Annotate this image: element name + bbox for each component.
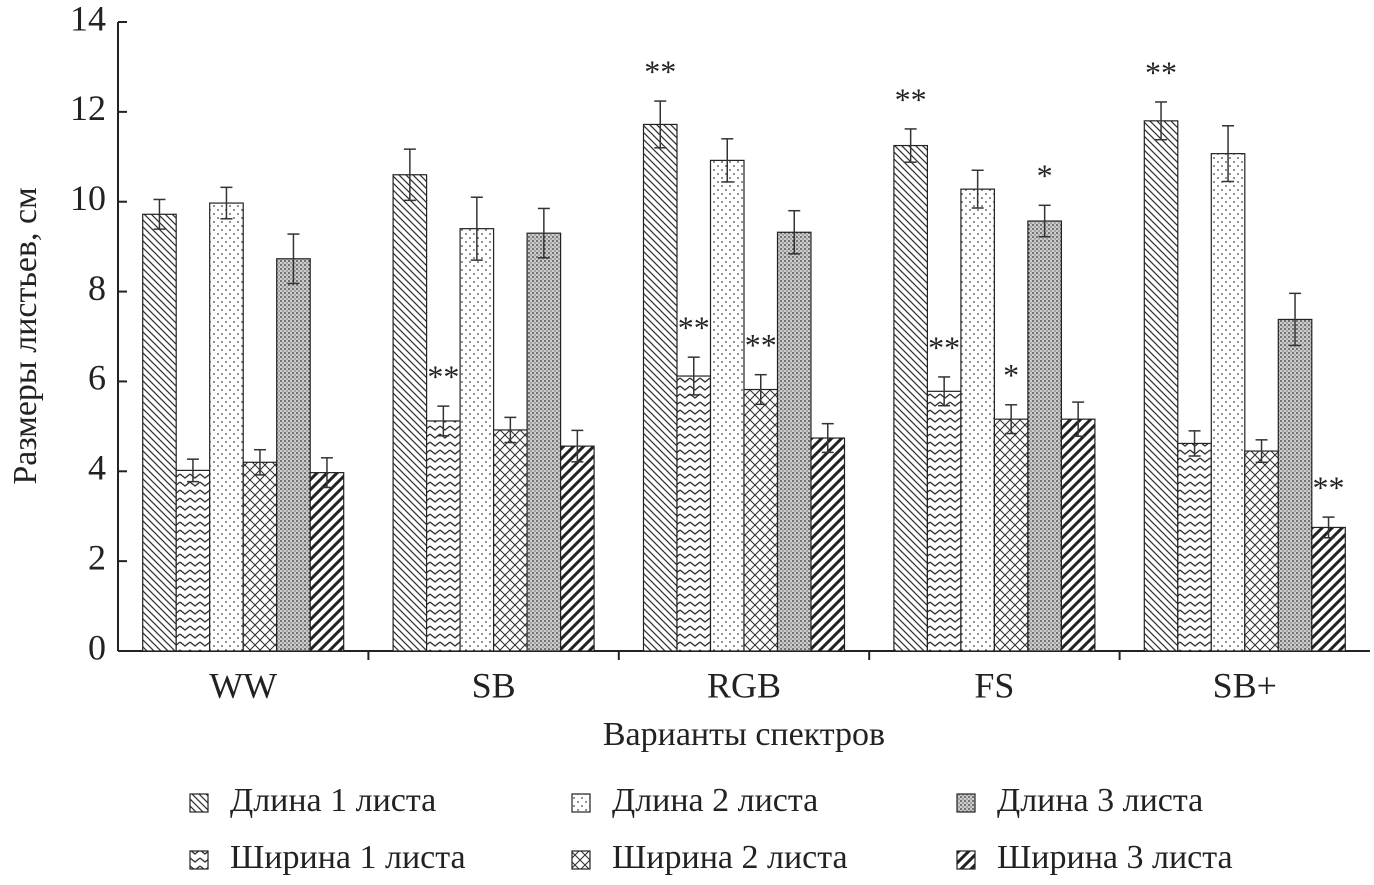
- bar: [709, 159, 745, 652]
- bar: [1143, 120, 1179, 652]
- bar: [1060, 418, 1096, 652]
- bar: [1177, 442, 1212, 652]
- bar: [392, 174, 428, 652]
- bar: [743, 388, 779, 652]
- bar: [1311, 526, 1346, 652]
- bar: [642, 123, 678, 652]
- bar: [776, 231, 812, 652]
- y-tick-label: 12: [70, 88, 106, 128]
- bar: [1277, 318, 1313, 652]
- annotation: **: [895, 81, 927, 117]
- x-tick-label: WW: [209, 665, 277, 705]
- bar: [676, 375, 712, 652]
- x-tick-label: SB: [472, 665, 516, 705]
- bar: [276, 258, 311, 652]
- annotation: **: [1313, 469, 1345, 505]
- legend-swatch: [571, 850, 591, 870]
- legend-label: Длина 3 листа: [997, 782, 1203, 819]
- bar: [810, 437, 846, 652]
- x-axis-label: Варианты спектров: [603, 716, 885, 753]
- bar: [175, 469, 211, 652]
- annotation: **: [427, 358, 459, 394]
- bar: [309, 472, 345, 652]
- legend-label: Ширина 1 листа: [230, 839, 466, 876]
- bar: [493, 429, 528, 652]
- legend-swatch: [189, 850, 209, 870]
- bar: [1027, 220, 1063, 652]
- bar: [926, 390, 962, 652]
- legend-swatch: [956, 793, 976, 813]
- x-tick-label: RGB: [707, 665, 781, 705]
- bar: [142, 213, 177, 652]
- legend-swatch: [956, 850, 976, 870]
- legend-label: Ширина 2 листа: [612, 839, 848, 876]
- annotation: *: [1037, 158, 1053, 194]
- x-tick-label: SB+: [1213, 665, 1277, 705]
- bar: [426, 420, 461, 652]
- y-axis-label: Размеры листьев, см: [7, 187, 44, 484]
- legend-label: Длина 2 листа: [612, 782, 818, 819]
- annotation: **: [1145, 54, 1177, 90]
- bar: [893, 144, 929, 652]
- bar: [993, 418, 1029, 652]
- y-tick-label: 10: [70, 178, 106, 218]
- legend-label: Длина 1 листа: [230, 782, 436, 819]
- bar: [459, 228, 495, 652]
- annotation: **: [745, 327, 777, 363]
- bar: [242, 461, 278, 652]
- y-tick-label: 4: [88, 448, 106, 488]
- bar: [526, 232, 562, 652]
- bar: [559, 445, 595, 652]
- y-tick-label: 14: [70, 0, 106, 38]
- annotation: **: [678, 310, 710, 346]
- y-tick-label: 0: [88, 627, 106, 667]
- x-tick-label: FS: [974, 665, 1014, 705]
- y-tick-label: 8: [88, 268, 106, 308]
- y-tick-label: 2: [88, 537, 106, 577]
- legend-label: Ширина 3 листа: [997, 839, 1233, 876]
- bar: [960, 188, 996, 652]
- annotation: **: [928, 329, 960, 365]
- bar: [1210, 153, 1246, 652]
- y-tick-label: 6: [88, 358, 106, 398]
- bar: [209, 202, 244, 652]
- legend-swatch: [189, 793, 209, 813]
- bar: [1244, 450, 1279, 652]
- annotation: **: [644, 53, 676, 89]
- annotation: *: [1003, 357, 1019, 393]
- legend-swatch: [571, 793, 591, 813]
